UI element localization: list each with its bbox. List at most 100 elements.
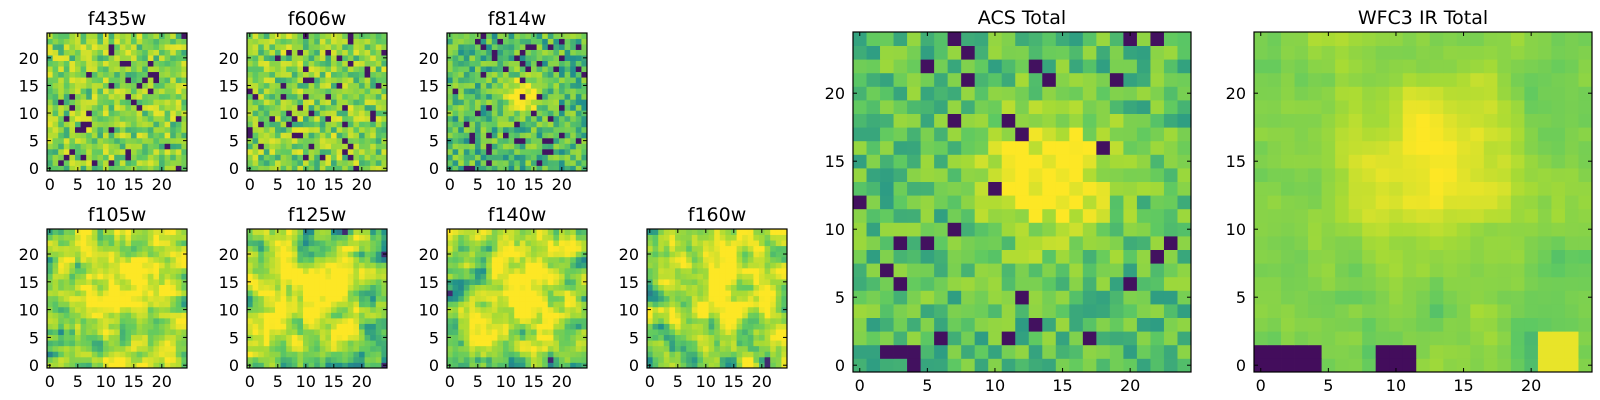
heatmap-cell [319,99,326,106]
heatmap-cell [181,317,188,324]
heatmap-cell [1028,304,1043,318]
heatmap-cell [491,110,498,117]
heatmap-cell [258,110,265,117]
heatmap-cell [103,137,109,144]
heatmap-cell [175,33,182,39]
heatmap-cell [114,262,121,269]
heatmap-cell [497,262,504,269]
heatmap-cell [503,323,509,330]
heatmap-cell [119,262,126,269]
heatmap-cell [469,312,476,319]
heatmap-cell [336,295,343,302]
heatmap-cell [458,126,465,133]
heatmap-cell [731,317,737,324]
heatmap-cell [170,132,177,139]
heatmap-cell [581,240,588,247]
heatmap-cell [263,38,270,45]
heatmap-cell [475,345,481,352]
heatmap-cell [80,148,87,155]
heatmap-cell [347,121,354,128]
heatmap-cell [553,345,560,352]
heatmap-cell [170,351,177,358]
heatmap-cell [475,148,481,155]
heatmap-cell [519,115,526,122]
heatmap-cell [564,251,571,258]
heatmap-cell [742,273,749,280]
heatmap-cell [961,276,976,291]
heatmap-cell [988,236,1003,250]
heatmap-cell [370,251,377,258]
heatmap-cell [269,104,276,111]
heatmap-cell [353,279,360,285]
heatmap-cell [347,115,354,122]
heatmap-cell [331,340,337,347]
heatmap-cell [564,267,571,274]
heatmap-cell [663,295,670,302]
heatmap-cell [564,234,571,241]
heatmap-cell [258,55,265,61]
heatmap-cell [463,33,470,39]
heatmap-cell [147,262,154,269]
heatmap-cell [547,88,554,95]
heatmap-cell [680,301,687,308]
heatmap-cell [308,82,315,89]
heatmap-cell [331,77,337,84]
heatmap-cell [514,273,521,280]
heatmap-cell [291,82,298,89]
heatmap-cell [119,229,126,235]
heatmap-cell [764,273,771,280]
heatmap-cell [147,49,154,56]
heatmap-cell [703,295,709,302]
heatmap-cell [258,329,265,336]
heatmap-cell [153,154,160,161]
heatmap-cell [575,329,582,336]
heatmap-cell [103,317,109,324]
heatmap-cell [853,249,867,264]
heatmap-cell [725,356,732,363]
heatmap-cell [570,165,577,172]
heatmap-cell [452,38,459,45]
heatmap-cell [86,132,93,139]
heatmap-cell [258,279,265,285]
heatmap-cell [1015,358,1030,373]
heatmap-cell [486,49,493,56]
heatmap-cell [131,44,137,50]
heatmap-cell [159,245,165,252]
heatmap-cell [708,317,715,324]
heatmap-cell [52,245,59,252]
heatmap-cell [263,251,270,258]
heatmap-cell [680,284,687,291]
heatmap-cell [514,55,521,61]
heatmap-cell [480,323,487,330]
heatmap-cell [91,295,98,302]
heatmap-cell [725,279,732,285]
heatmap-cell [525,77,532,84]
heatmap-cell [136,267,143,274]
heatmap-cell [893,181,908,196]
heatmap-cell [463,317,470,324]
heatmap-cell [86,110,93,117]
heatmap-cell [80,317,87,324]
heatmap-cell [136,351,143,358]
heatmap-cell [69,38,76,45]
heatmap-cell [375,71,382,78]
heatmap-cell [103,88,109,95]
heatmap-cell [159,143,165,150]
heatmap-cell [1109,236,1124,250]
heatmap-cell [759,323,765,330]
heatmap-cell [164,137,171,144]
heatmap-cell [719,334,726,341]
heatmap-cell [719,279,726,285]
heatmap-cell [97,356,104,363]
heatmap-cell [114,55,121,61]
heatmap-cell [469,295,476,302]
heatmap-cell [974,168,989,182]
heatmap-cell [63,245,70,252]
heatmap-cell [359,44,365,50]
heatmap-cell [119,251,126,258]
heatmap-cell [747,345,754,352]
heatmap-cell [97,240,104,247]
heatmap-cell [114,234,121,241]
heatmap-cell [570,148,577,155]
heatmap-cell [525,317,532,324]
